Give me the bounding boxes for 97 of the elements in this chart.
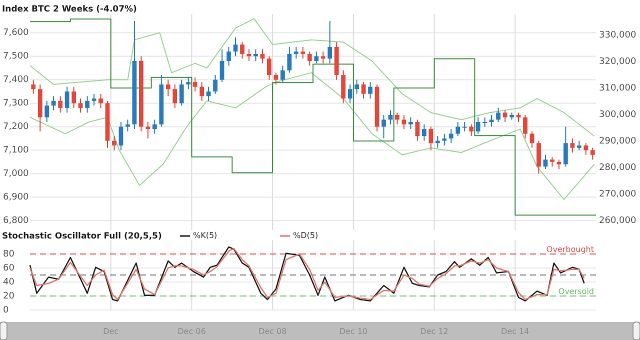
candlestick [476,116,480,134]
candlestick [166,79,170,97]
candlestick [482,116,488,128]
candlestick [314,51,319,64]
candlestick [31,79,36,94]
candlestick [64,86,70,114]
candlestick [72,86,76,108]
candlestick [536,140,541,174]
candlestick [112,136,116,151]
candlestick [408,116,413,130]
y-tick-label: 7,300 [3,98,30,109]
candlestick [415,119,420,142]
candlestick [280,65,285,83]
candlestick [361,82,366,100]
candlestick [226,46,231,66]
candlestick [287,46,292,74]
candlestick [402,114,406,130]
candlestick [530,130,534,148]
candlestick [469,124,474,137]
candlestick [584,142,588,156]
candlestick [186,76,191,90]
ref-line-label: Overbought [546,245,594,254]
candlestick [590,147,595,160]
legend-label: %D(5) [293,231,318,240]
candlestick [368,82,372,100]
candlestick [213,74,218,94]
candlestick [348,84,352,104]
chart-title: Index BTC 2 Weeks (-4.07%) [2,4,138,14]
y2-tick-label: 290,000 [599,136,636,146]
y2-tick-label: 280,000 [599,162,636,173]
candlestick [300,46,306,60]
y2-tick-label: 300,000 [599,110,636,120]
candlestick [422,124,426,142]
y-tick-label: 7,400 [3,75,30,86]
candlestick [220,48,224,83]
candlestick [294,46,298,60]
candlestick [456,122,460,137]
candlestick [98,93,103,108]
candlestick [382,114,386,139]
y2-tick-label: 320,000 [599,56,636,67]
candlestick [442,133,447,146]
candlestick [496,107,500,122]
candlestick [543,154,548,170]
candlestick [51,96,56,111]
candlestick [328,20,332,64]
y-tick-label: 6,900 [3,192,30,203]
candlestick [462,122,467,132]
y-tick-label: 7,100 [3,146,30,156]
candlestick [576,140,582,151]
candlestick [570,138,575,154]
candlestick [502,110,508,122]
candlestick [118,122,124,151]
y2-tick-label: 310,000 [599,83,636,94]
candlestick [78,98,83,114]
y-tick-label: 7,000 [3,169,30,180]
candlestick [44,100,50,122]
ref-line-label: Oversold [558,287,594,296]
candlestick [172,84,178,108]
y-tick-label: 7,200 [3,122,30,132]
candlestick [240,42,244,60]
candlestick [58,96,63,114]
candlestick [563,126,568,168]
candlestick [192,76,198,92]
candlestick [428,126,434,151]
candlestick [152,119,157,134]
y-tick-label: 7,600 [3,28,30,38]
y2-tick-label: 330,000 [599,30,636,40]
y-tick-label: 60 [3,263,15,274]
candlestick [267,56,272,80]
y-tick-label: 80 [3,249,15,260]
y-tick-label: 7,500 [3,52,30,62]
y2-tick-label: 260,000 [599,216,636,226]
candlestick [523,114,528,139]
candlestick [85,96,90,114]
candlestick [516,112,521,122]
candlestick [556,159,562,170]
candlestick [341,70,346,104]
candlestick [246,48,252,62]
chart-title: Stochastic Oscillator Full (20,5,5) [2,231,162,242]
candlestick [179,79,184,106]
y-tick-label: 0 [3,305,9,316]
candlestick [200,82,204,102]
candlestick [395,112,400,125]
candlestick [146,122,150,139]
y-tick-label: 20 [3,291,15,302]
y-tick-label: 40 [3,277,15,288]
legend-label: %K(5) [193,231,218,240]
y2-tick-label: 270,000 [599,189,636,200]
candlestick [92,93,96,106]
candlestick [233,36,238,57]
candlestick [448,128,454,144]
candlestick [354,79,359,94]
candlestick [550,156,554,168]
y-tick-label: 6,800 [3,216,30,226]
candlestick [489,114,494,128]
candlestick [254,48,258,62]
candlestick [307,51,312,66]
